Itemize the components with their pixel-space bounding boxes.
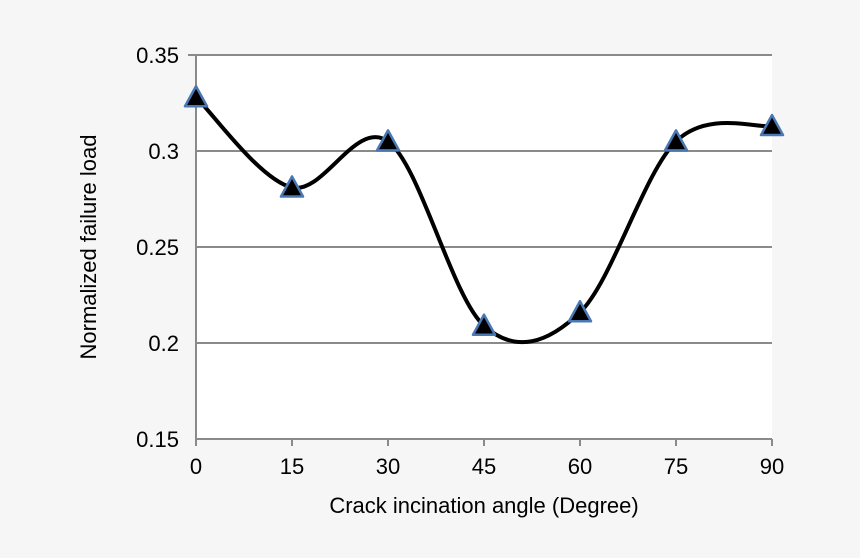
x-axis-title: Crack incination angle (Degree) (329, 493, 638, 518)
x-tick-labels: 0 15 30 45 60 75 90 (190, 454, 784, 479)
x-tick-label: 90 (760, 454, 784, 479)
x-tick-label: 0 (190, 454, 202, 479)
data-point-marker (759, 113, 785, 137)
y-tick-label: 0.35 (136, 43, 179, 68)
data-point-marker (567, 300, 593, 323)
y-tick-label: 0.25 (136, 235, 179, 260)
markers (183, 84, 785, 336)
x-tick-label: 60 (568, 454, 592, 479)
data-point-marker (279, 175, 305, 198)
data-point-marker (183, 84, 209, 108)
data-point-marker (663, 129, 689, 152)
x-tick-label: 75 (664, 454, 688, 479)
y-tick-label: 0.15 (136, 427, 179, 452)
y-tick-label: 0.3 (148, 139, 179, 164)
x-tick-label: 15 (280, 454, 304, 479)
x-tick-label: 30 (376, 454, 400, 479)
x-tick-label: 45 (472, 454, 496, 479)
data-point-marker (375, 129, 401, 152)
data-point-marker (471, 313, 497, 336)
y-axis-title: Normalized failure load (76, 135, 101, 360)
y-tick-labels: 0.15 0.2 0.25 0.3 0.35 (136, 43, 179, 452)
y-tick-label: 0.2 (148, 331, 179, 356)
axes (188, 54, 773, 446)
